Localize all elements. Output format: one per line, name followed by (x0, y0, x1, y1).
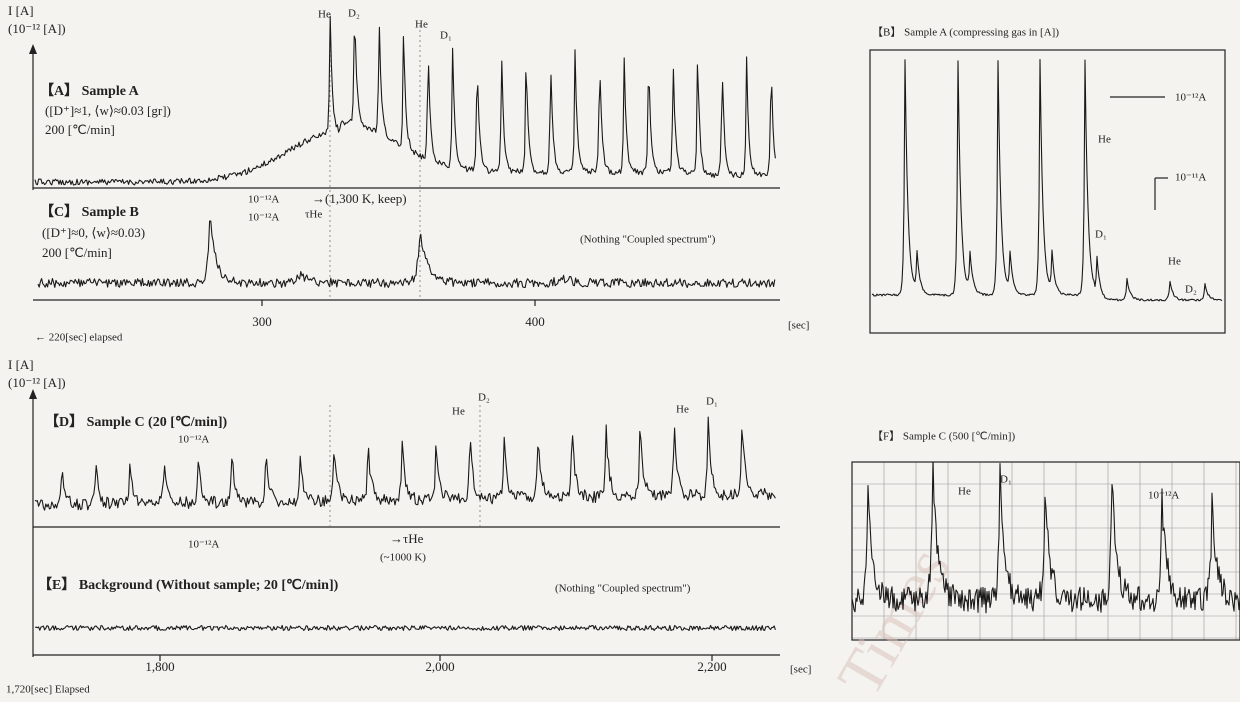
peak-label: D₁ (706, 396, 718, 408)
tau: τHe (305, 209, 322, 221)
peak-label: D₁ (440, 30, 452, 42)
peak-label: He (676, 404, 689, 416)
unit: I [A] (8, 3, 34, 18)
note: (Nothing "Coupled spectrum") (555, 583, 691, 595)
peak-label: He (1098, 134, 1111, 146)
axis-start: 1,720[sec] Elapsed (6, 684, 90, 696)
scale-bar: 10⁻¹²A (178, 434, 209, 446)
scale-bar: 10⁻¹²A (248, 212, 279, 224)
panel-box (869, 49, 1226, 334)
panel-title: 【C】 Sample B (40, 204, 139, 220)
arrow (29, 44, 37, 54)
axis-unit: [sec] (788, 320, 809, 332)
rate: 200 [℃/min] (45, 122, 115, 137)
tick-label: 300 (252, 314, 272, 329)
trace (852, 462, 1240, 614)
panel-box (851, 461, 1240, 641)
hold: →(1,300 K, keep) (312, 191, 407, 206)
watermark: Times (823, 535, 963, 702)
temp: (~1000 K) (380, 552, 426, 564)
peak-label: He (1168, 256, 1181, 268)
scale-bar: 10⁻¹²A (1148, 490, 1179, 502)
panel-title: 【B】 Sample A (compressing gas in [A]) (872, 26, 1059, 39)
peak-label: He (415, 19, 428, 31)
unit: I [A] (8, 357, 34, 372)
tick-label: 2,000 (425, 659, 454, 674)
params: ([D⁺]≈0, ⟨w⟩≈0.03) (42, 225, 145, 240)
trace (34, 624, 776, 632)
tick-label: 400 (525, 314, 545, 329)
axis-unit: [sec] (790, 664, 811, 676)
peak-label: He (452, 406, 465, 418)
params: ([D⁺]≈1, ⟨w⟩≈0.03 [gr]) (45, 103, 171, 118)
peak-label: He (958, 486, 971, 498)
note: (Nothing "Coupled spectrum") (580, 234, 716, 246)
panel-title: 【F】 Sample C (500 [℃/min]) (872, 430, 1015, 443)
scale: (10⁻¹² [A]) (8, 21, 66, 36)
panel-title: 【E】 Background (Without sample; 20 [℃/mi… (38, 577, 339, 593)
peak-label: D₂ (1185, 284, 1197, 296)
tick-label: 2,200 (697, 659, 726, 674)
trace (871, 58, 1223, 302)
trace (34, 416, 776, 511)
arrow (29, 389, 37, 399)
scale: (10⁻¹² [A]) (8, 375, 66, 390)
tick-label: 1,800 (145, 659, 174, 674)
scale-bar: 10⁻¹¹A (1175, 172, 1206, 184)
scale-bar: 10⁻¹²A (188, 539, 219, 551)
panel-title: 【A】 Sample A (40, 83, 140, 99)
panel-title: 【D】 Sample C (20 [℃/min]) (45, 414, 227, 430)
peak-label: D₁ (1000, 474, 1012, 486)
scale-bar: 10⁻¹²A (1175, 92, 1206, 104)
peak-label: D₂ (478, 392, 490, 404)
trace (34, 15, 776, 186)
peak-label: D₂ (348, 8, 360, 20)
peak-label: He (318, 9, 331, 21)
rate: 200 [℃/min] (42, 245, 112, 260)
peak-label: D₁ (1095, 229, 1107, 241)
trace (37, 220, 776, 289)
tau: →τHe (390, 531, 424, 546)
axis-start: ← 220[sec] elapsed (35, 332, 123, 344)
scale-bar: 10⁻¹²A (248, 194, 279, 206)
